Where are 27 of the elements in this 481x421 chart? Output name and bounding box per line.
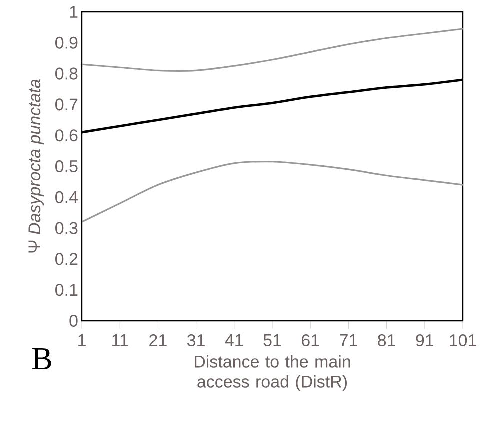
x-tick-label: 51: [264, 334, 282, 346]
y-tick-label: 0.8: [56, 68, 78, 80]
line-series: [82, 28, 464, 72]
x-tick-label: 71: [340, 334, 358, 346]
y-tick-label: 0.7: [56, 98, 78, 111]
line-series: [82, 161, 464, 223]
x-tick-label: 41: [225, 334, 244, 346]
y-tick-label: 0.5: [56, 160, 78, 173]
x-tick-label: 21: [150, 334, 167, 346]
x-tick-label: 31: [187, 334, 205, 347]
x-tick-label: 61: [302, 334, 320, 347]
y-tick-label: 0.4: [56, 191, 78, 204]
y-tick-label: 0: [70, 314, 78, 328]
y-tick-label: 0.2: [56, 253, 78, 266]
y-tick-label: 0.3: [56, 222, 78, 234]
y-tick-label: 0.1: [56, 284, 78, 296]
text: B: [32, 348, 52, 370]
x-axis-title: Distance to the main access road (DistR): [194, 355, 350, 392]
x-tick-label: 101: [450, 334, 476, 347]
y-tick-label: 1: [70, 6, 78, 18]
x-tick-label: 11: [112, 334, 128, 346]
y-axis-title: Ψ Dasyprocta punctata: [28, 80, 44, 253]
y-tick-label: 0.6: [56, 130, 78, 142]
y-tick-label: 0.9: [56, 36, 78, 49]
x-tick-label: 91: [416, 334, 434, 347]
x-tick-label: 1: [78, 334, 86, 346]
x-tick-label: 81: [378, 334, 396, 347]
